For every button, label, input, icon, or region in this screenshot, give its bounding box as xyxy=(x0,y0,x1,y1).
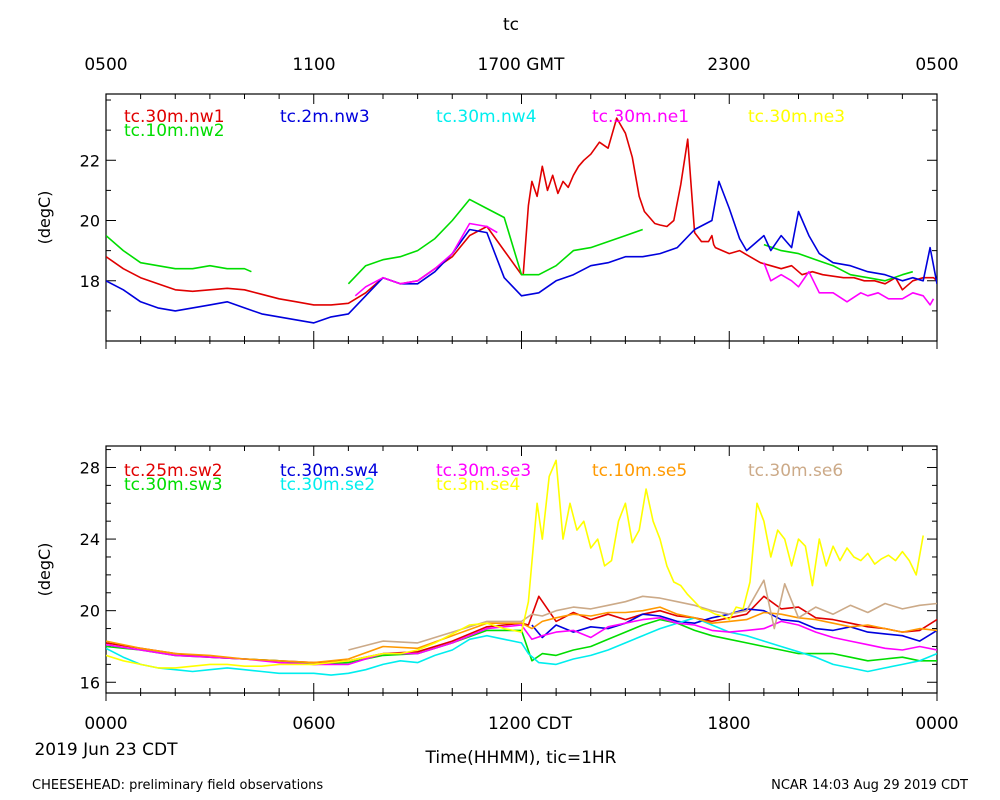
footer-left: CHEESEHEAD: preliminary field observatio… xyxy=(32,778,323,793)
footer-right: NCAR 14:03 Aug 29 2019 CDT xyxy=(771,778,968,793)
date-label: 2019 Jun 23 CDT xyxy=(34,740,178,760)
bottom-axis-label: 1200 CDT xyxy=(488,714,573,734)
bottom-y-tick-label: 16 xyxy=(80,673,100,692)
legend-entry-tc-30m-ne3: tc.30m.ne3 xyxy=(748,107,845,127)
series-line-tc-30m-ne1 xyxy=(354,222,935,306)
top-axis-label: 1700 GMT xyxy=(478,55,566,75)
series-line-tc-10m-se5 xyxy=(106,606,937,664)
legend-entry-tc-3m-se4: tc.3m.se4 xyxy=(436,475,520,495)
legend-entry-tc-10m-se5: tc.10m.se5 xyxy=(592,461,687,481)
figure-title: tc xyxy=(503,15,519,35)
legend-entry-tc-2m-nw3: tc.2m.nw3 xyxy=(280,107,370,127)
top-axis-labels: 0500 1100 1700 GMT 2300 0500 xyxy=(84,55,958,75)
bottom-y-tick-label: 20 xyxy=(80,602,100,621)
legend-entry-tc-10m-nw2: tc.10m.nw2 xyxy=(124,121,225,141)
bottom-y-axis-label: (degC) xyxy=(35,543,54,597)
top-y-tick-label: 18 xyxy=(80,272,100,291)
top-y-tick-label: 22 xyxy=(80,151,100,170)
top-axis-label: 0500 xyxy=(84,55,127,75)
bottom-y-tick-label: 28 xyxy=(80,458,100,477)
top-y-tick-label: 20 xyxy=(80,212,100,231)
series-line-tc-2m-nw3 xyxy=(106,180,937,324)
top-y-axis-label: (degC) xyxy=(35,191,54,245)
bottom-axis-label: 0000 xyxy=(915,714,958,734)
legend-entry-tc-30m-se6: tc.30m.se6 xyxy=(748,461,843,481)
series-line-tc-30m-se6 xyxy=(348,579,937,651)
series-line-tc-10m-nw2 xyxy=(106,198,914,285)
bottom-axis-label: 0000 xyxy=(84,714,127,734)
series-line-tc-30m-nw1 xyxy=(106,117,937,306)
legend-entry-tc-30m-se2: tc.30m.se2 xyxy=(280,475,375,495)
legend-entry-tc-30m-nw1: tc.30m.nw1 xyxy=(124,107,225,127)
legend-entry-tc-30m-ne1: tc.30m.ne1 xyxy=(592,107,689,127)
legend-entry-tc-30m-sw4: tc.30m.sw4 xyxy=(280,461,379,481)
chart-panels: 18 20 22 (degC) tc.30m.nw1 tc.2m.nw3 tc.30m.nw… xyxy=(35,93,938,701)
top-axis-label: 2300 xyxy=(707,55,750,75)
series-line-tc-30m-se2 xyxy=(106,617,937,676)
legend-entry-tc-30m-se3: tc.30m.se3 xyxy=(436,461,531,481)
x-axis-label: Time(HHMM), tic=1HR xyxy=(425,748,617,768)
top-panel: 18 20 22 (degC) tc.30m.nw1 tc.2m.nw3 tc.30m.nw… xyxy=(35,93,938,349)
bottom-y-tick-label: 24 xyxy=(80,530,100,549)
top-plot-frame xyxy=(105,93,938,342)
legend-entry-tc-25m-sw2: tc.25m.sw2 xyxy=(124,461,223,481)
bottom-axis-label: 1800 xyxy=(707,714,750,734)
bottom-axis-labels: 0000 0600 1200 CDT 1800 0000 xyxy=(84,714,958,734)
top-axis-label: 1100 xyxy=(292,55,335,75)
top-axis-label: 0500 xyxy=(915,55,958,75)
legend-entry-tc-30m-sw3: tc.30m.sw3 xyxy=(124,475,223,495)
bottom-axis-label: 0600 xyxy=(292,714,335,734)
legend-entry-tc-30m-nw4: tc.30m.nw4 xyxy=(436,107,537,127)
series-line-tc-3m-se4 xyxy=(106,459,924,669)
